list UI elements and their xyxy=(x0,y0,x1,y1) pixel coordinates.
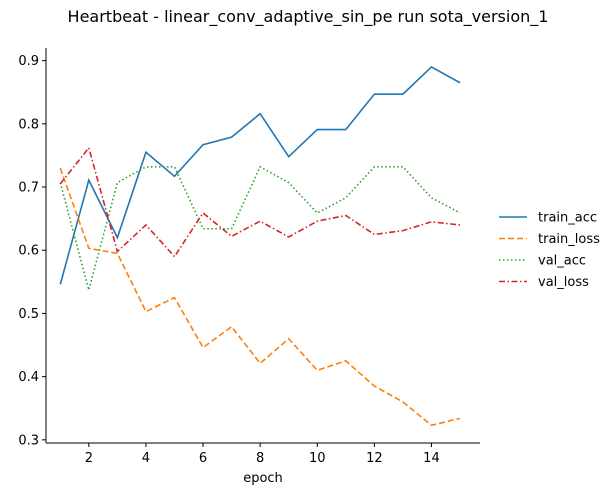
series-line-val-loss xyxy=(59,146,461,258)
y-tick-label: 0.7 xyxy=(18,181,39,196)
chart-axes: 2 4 6 8 10 12 14 0.3 0.4 0.5 0.6 0.7 0.8 0.9 xyxy=(18,48,480,466)
legend-label-val-acc: val_acc xyxy=(538,254,586,269)
x-axis-label: epoch xyxy=(243,471,283,486)
legend-label-val-loss: val_loss xyxy=(538,275,589,290)
x-tick-label: 4 xyxy=(142,451,150,466)
legend-label-train-acc: train_acc xyxy=(538,211,597,226)
chart-series xyxy=(59,65,461,427)
y-tick-label: 0.4 xyxy=(18,370,39,385)
x-tick-label: 10 xyxy=(309,451,326,466)
x-tick-label: 14 xyxy=(423,451,440,466)
x-tick-label: 12 xyxy=(366,451,383,466)
y-tick-label: 0.8 xyxy=(18,117,39,132)
y-tick-label: 0.3 xyxy=(18,433,39,448)
y-tick-label: 0.5 xyxy=(18,307,39,322)
x-tick-label: 2 xyxy=(85,451,93,466)
x-tick-label: 8 xyxy=(256,451,264,466)
legend-label-train-loss: train_loss xyxy=(538,232,600,247)
y-tick-label: 0.6 xyxy=(18,244,39,259)
y-tick-label: 0.9 xyxy=(18,54,39,69)
series-line-train-loss xyxy=(59,167,461,427)
chart-title: Heartbeat - linear_conv_adaptive_sin_pe … xyxy=(67,7,549,26)
series-line-train-acc xyxy=(59,65,461,285)
series-line-val-acc xyxy=(59,165,461,294)
x-tick-label: 6 xyxy=(199,451,207,466)
chart-legend: train_acc train_loss val_acc val_loss xyxy=(499,211,600,290)
